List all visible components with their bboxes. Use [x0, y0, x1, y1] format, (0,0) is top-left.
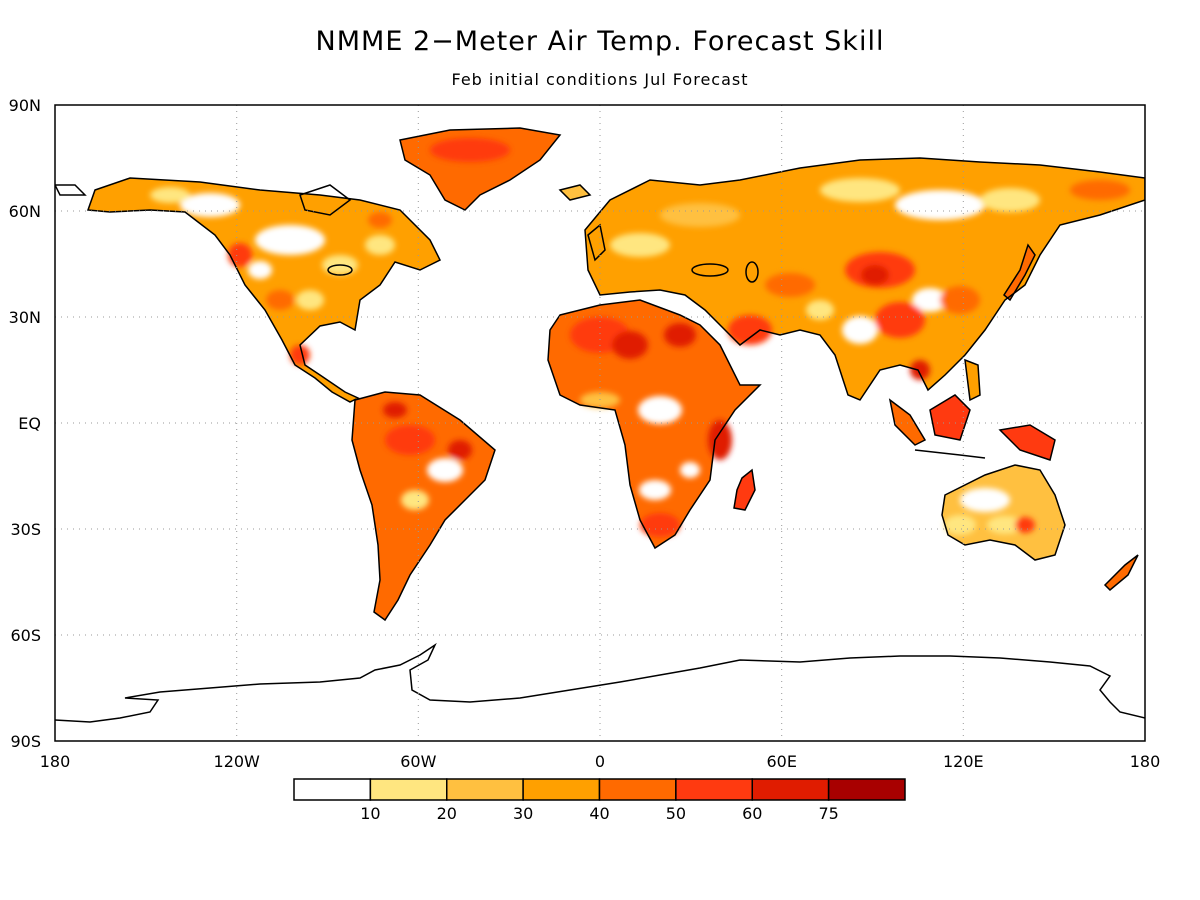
colorbar-label: 50 — [666, 804, 686, 823]
skill-variation — [150, 138, 1130, 537]
colorbar-swatch — [751, 778, 830, 801]
antarctica-coastline — [54, 642, 1146, 723]
north-america-land — [88, 178, 440, 402]
colorbar-swatch — [598, 778, 677, 801]
colorbar: 10 20 30 40 50 60 75 — [293, 778, 906, 823]
colorbar-swatch — [522, 778, 601, 801]
africa-land — [548, 300, 760, 548]
lon-label: 60E — [766, 752, 796, 771]
colorbar-swatch — [675, 778, 753, 801]
skill-shading — [88, 128, 1145, 620]
lat-label: 30S — [10, 520, 41, 539]
coastlines — [55, 127, 1145, 622]
new-zealand-land — [1105, 555, 1138, 590]
lon-label: 180 — [40, 752, 71, 771]
lat-label: 90S — [10, 732, 41, 751]
lat-label: 90N — [9, 96, 41, 115]
map-frame — [54, 104, 1146, 742]
lat-label: EQ — [18, 414, 41, 433]
colorbar-label: 10 — [360, 804, 380, 823]
lat-axis: 90N 60N 30N EQ 30S 60S 90S — [9, 96, 41, 751]
map-subtitle: Feb initial conditions Jul Forecast — [451, 70, 749, 89]
iceland-land — [560, 185, 590, 200]
colorbar-swatch — [293, 778, 372, 801]
new-guinea-land — [1000, 425, 1055, 460]
australia-land — [942, 465, 1065, 560]
colorbar-label: 75 — [818, 804, 838, 823]
colorbar-swatch — [446, 778, 524, 801]
colorbar-label: 30 — [513, 804, 533, 823]
lon-label: 60W — [400, 752, 436, 771]
lat-label: 30N — [9, 308, 41, 327]
colorbar-swatch — [827, 778, 906, 801]
borneo-land — [930, 395, 970, 440]
lon-label: 0 — [595, 752, 605, 771]
colorbar-label: 40 — [589, 804, 609, 823]
map-grid — [55, 105, 1145, 741]
lon-label: 180 — [1130, 752, 1161, 771]
colorbar-label: 20 — [437, 804, 457, 823]
colorbar-label: 60 — [742, 804, 762, 823]
japan-land — [1004, 245, 1035, 300]
lon-label: 120E — [943, 752, 984, 771]
lat-label: 60N — [9, 202, 41, 221]
lon-label: 120W — [214, 752, 261, 771]
lat-label: 60S — [10, 626, 41, 645]
lon-axis: 180 120W 60W 0 60E 120E 180 — [40, 752, 1161, 771]
colorbar-swatch — [369, 778, 448, 801]
british-isles-land — [588, 225, 605, 260]
map-title: NMME 2−Meter Air Temp. Forecast Skill — [315, 26, 885, 57]
